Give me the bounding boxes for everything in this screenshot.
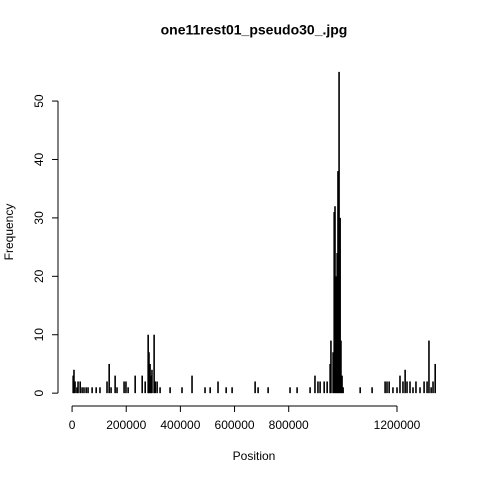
y-tick-label: 50 bbox=[32, 94, 46, 108]
y-axis-label: Frequency bbox=[2, 204, 16, 261]
x-tick-label: 800000 bbox=[269, 418, 309, 432]
x-tick-label: 400000 bbox=[160, 418, 200, 432]
x-axis-label: Position bbox=[233, 449, 276, 463]
y-tick-label: 10 bbox=[32, 328, 46, 342]
x-tick-label: 600000 bbox=[215, 418, 255, 432]
x-tick-label: 1200000 bbox=[374, 418, 421, 432]
y-tick-label: 30 bbox=[32, 211, 46, 225]
y-tick-label: 40 bbox=[32, 152, 46, 166]
y-tick-label: 0 bbox=[32, 389, 46, 396]
chart-title: one11rest01_pseudo30_.jpg bbox=[161, 22, 348, 38]
x-tick-label: 200000 bbox=[106, 418, 146, 432]
x-tick-label: 0 bbox=[69, 418, 76, 432]
y-tick-label: 20 bbox=[32, 269, 46, 283]
